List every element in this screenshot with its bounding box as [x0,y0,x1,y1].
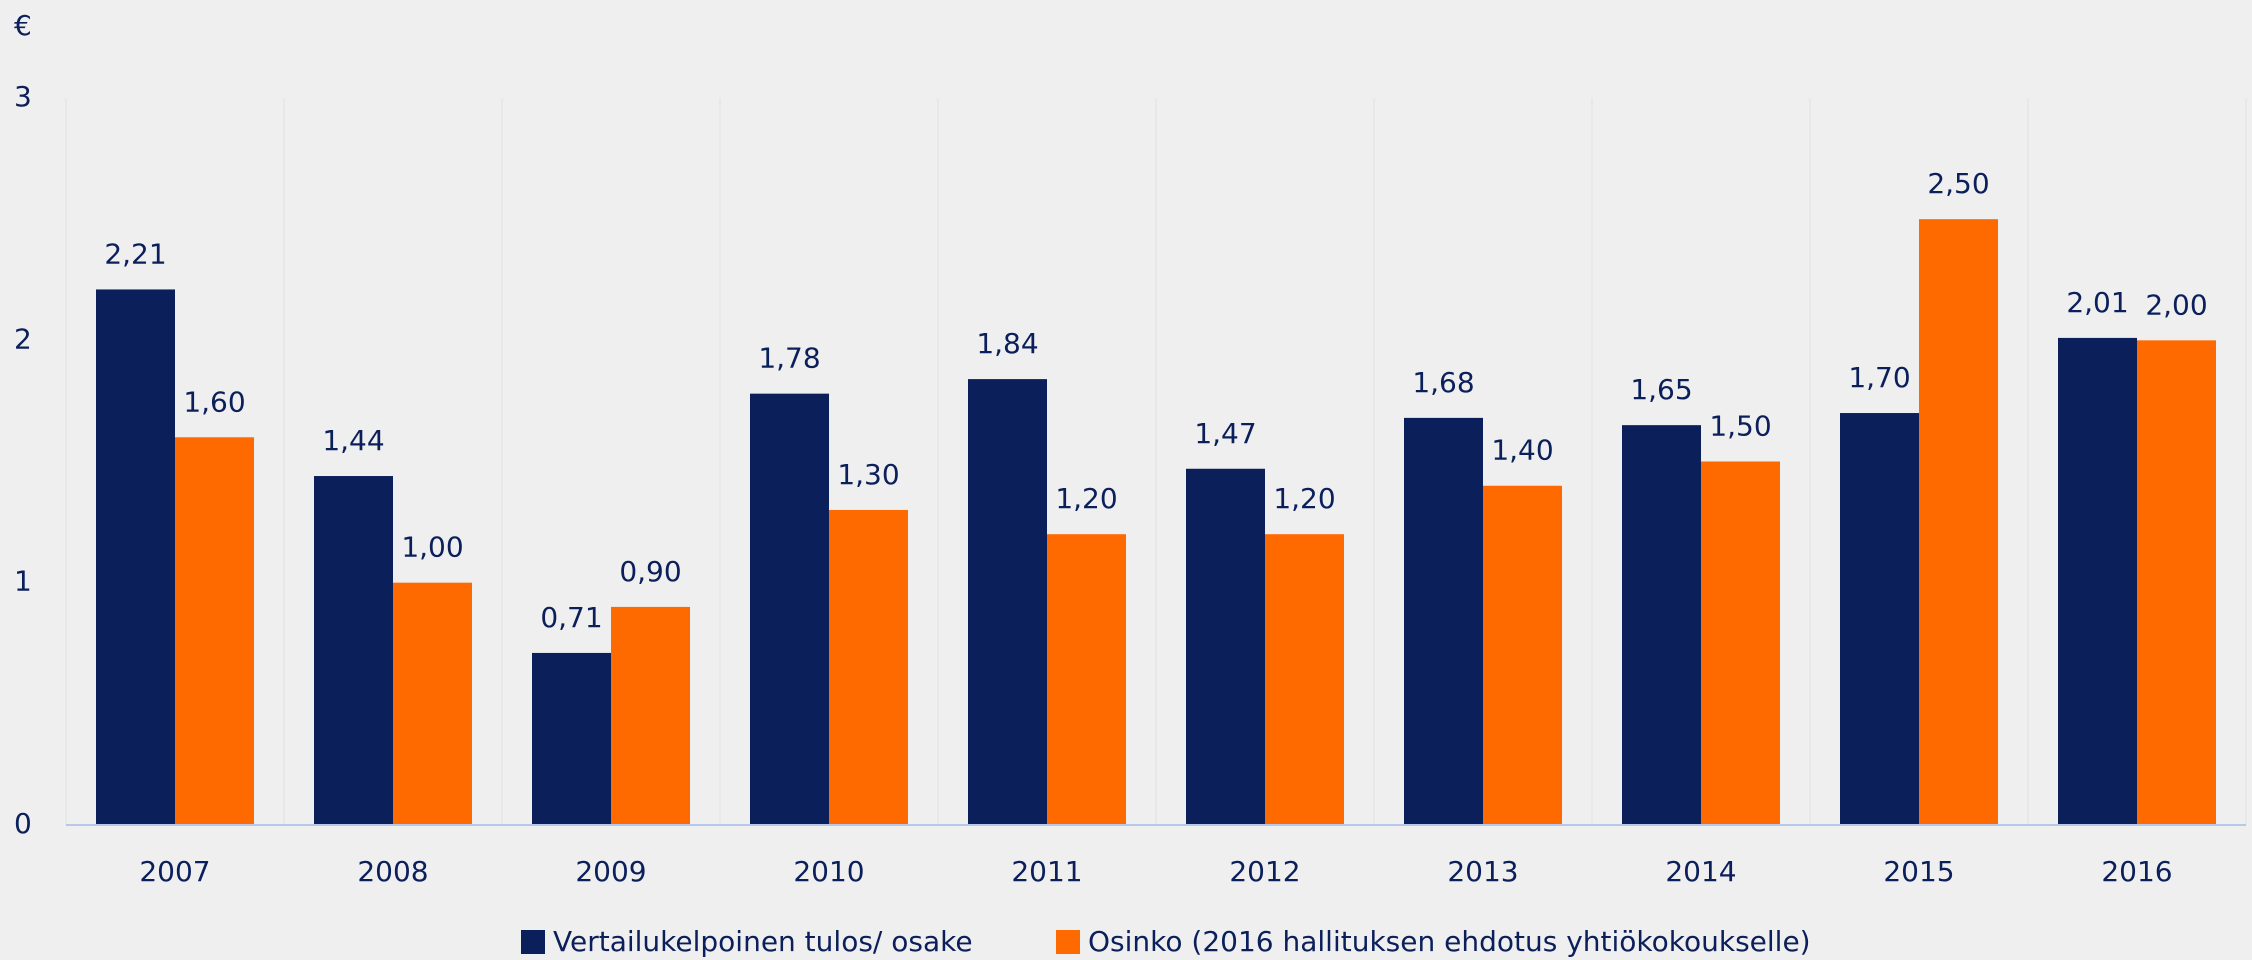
data-label: 1,50 [1709,410,1771,443]
bar [175,437,254,825]
x-tick-label: 2016 [2101,855,2172,888]
x-tick-label: 2013 [1447,855,1518,888]
x-tick-label: 2008 [357,855,428,888]
y-axis-unit: € [14,9,32,42]
bar [750,393,829,825]
bar [1840,413,1919,825]
data-label: 2,00 [2145,288,2207,321]
data-label: 1,30 [837,458,899,491]
legend-label: Osinko (2016 hallituksen ehdotus yhtiöko… [1088,925,1811,958]
bar [532,652,611,825]
y-tick-label: 2 [14,322,32,355]
bar [96,289,175,825]
legend-swatch [521,930,545,954]
data-label: 1,84 [976,327,1038,360]
bar [393,582,472,825]
data-label: 0,71 [540,601,602,634]
bar [2058,337,2137,825]
bar [968,379,1047,825]
data-label: 1,47 [1194,417,1256,450]
bar [1919,219,1998,825]
data-label: 1,00 [401,531,463,564]
legend-label: Vertailukelpoinen tulos/ osake [553,925,973,958]
data-label: 1,68 [1412,366,1474,399]
bar [1701,461,1780,825]
bar [1265,534,1344,825]
x-tick-label: 2012 [1229,855,1300,888]
data-label: 1,20 [1273,482,1335,515]
data-label: 2,01 [2066,286,2128,319]
x-tick-label: 2010 [793,855,864,888]
bar [1404,417,1483,825]
data-label: 1,20 [1055,482,1117,515]
y-tick-label: 1 [14,565,32,598]
data-label: 2,50 [1927,167,1989,200]
bar [314,476,393,825]
data-label: 1,60 [183,385,245,418]
bar [2137,340,2216,825]
data-label: 1,65 [1630,373,1692,406]
legend-swatch [1056,930,1080,954]
data-label: 1,44 [322,424,384,457]
bar [1186,468,1265,825]
x-tick-label: 2009 [575,855,646,888]
bar [1047,534,1126,825]
x-tick-label: 2011 [1011,855,1082,888]
data-label: 2,21 [104,237,166,270]
x-tick-label: 2015 [1883,855,1954,888]
data-label: 1,78 [758,342,820,375]
data-label: 0,90 [619,555,681,588]
bar [829,509,908,825]
x-tick-label: 2007 [139,855,210,888]
data-label: 1,40 [1491,434,1553,467]
bar [611,606,690,825]
data-label: 1,70 [1848,361,1910,394]
x-tick-label: 2014 [1665,855,1736,888]
y-tick-label: 3 [14,80,32,113]
bar [1622,425,1701,825]
y-tick-label: 0 [14,807,32,840]
bar [1483,485,1562,825]
